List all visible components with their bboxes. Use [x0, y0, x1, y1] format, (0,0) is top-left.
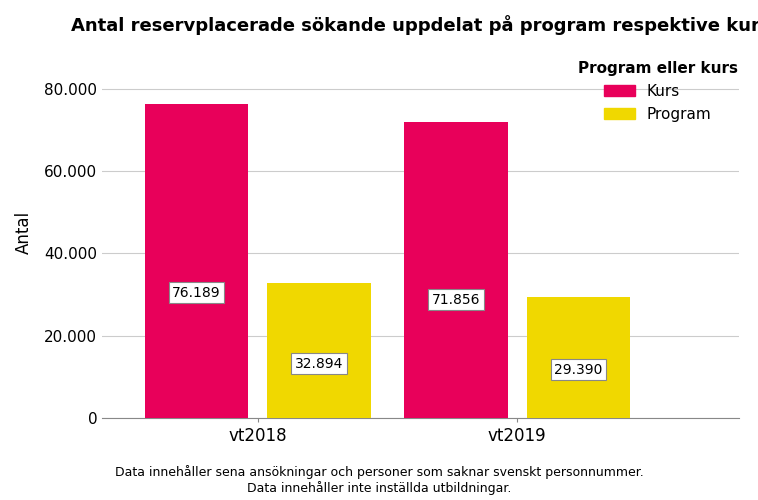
- Bar: [145, 104, 249, 418]
- Text: 29.390: 29.390: [554, 362, 603, 376]
- Bar: [267, 282, 371, 418]
- Text: 32.894: 32.894: [295, 357, 343, 371]
- Y-axis label: Antal: Antal: [15, 211, 33, 254]
- Text: Data innehåller sena ansökningar och personer som saknar svenskt personnummer.
D: Data innehåller sena ansökningar och per…: [114, 465, 644, 495]
- Text: 76.189: 76.189: [172, 286, 221, 300]
- Title: Antal reservplacerade sökande uppdelat på program respektive kurs: Antal reservplacerade sökande uppdelat p…: [70, 15, 758, 35]
- Text: 71.856: 71.856: [431, 292, 480, 306]
- Legend: Kurs, Program: Kurs, Program: [572, 56, 744, 128]
- Bar: [527, 297, 631, 418]
- Bar: [404, 122, 508, 418]
